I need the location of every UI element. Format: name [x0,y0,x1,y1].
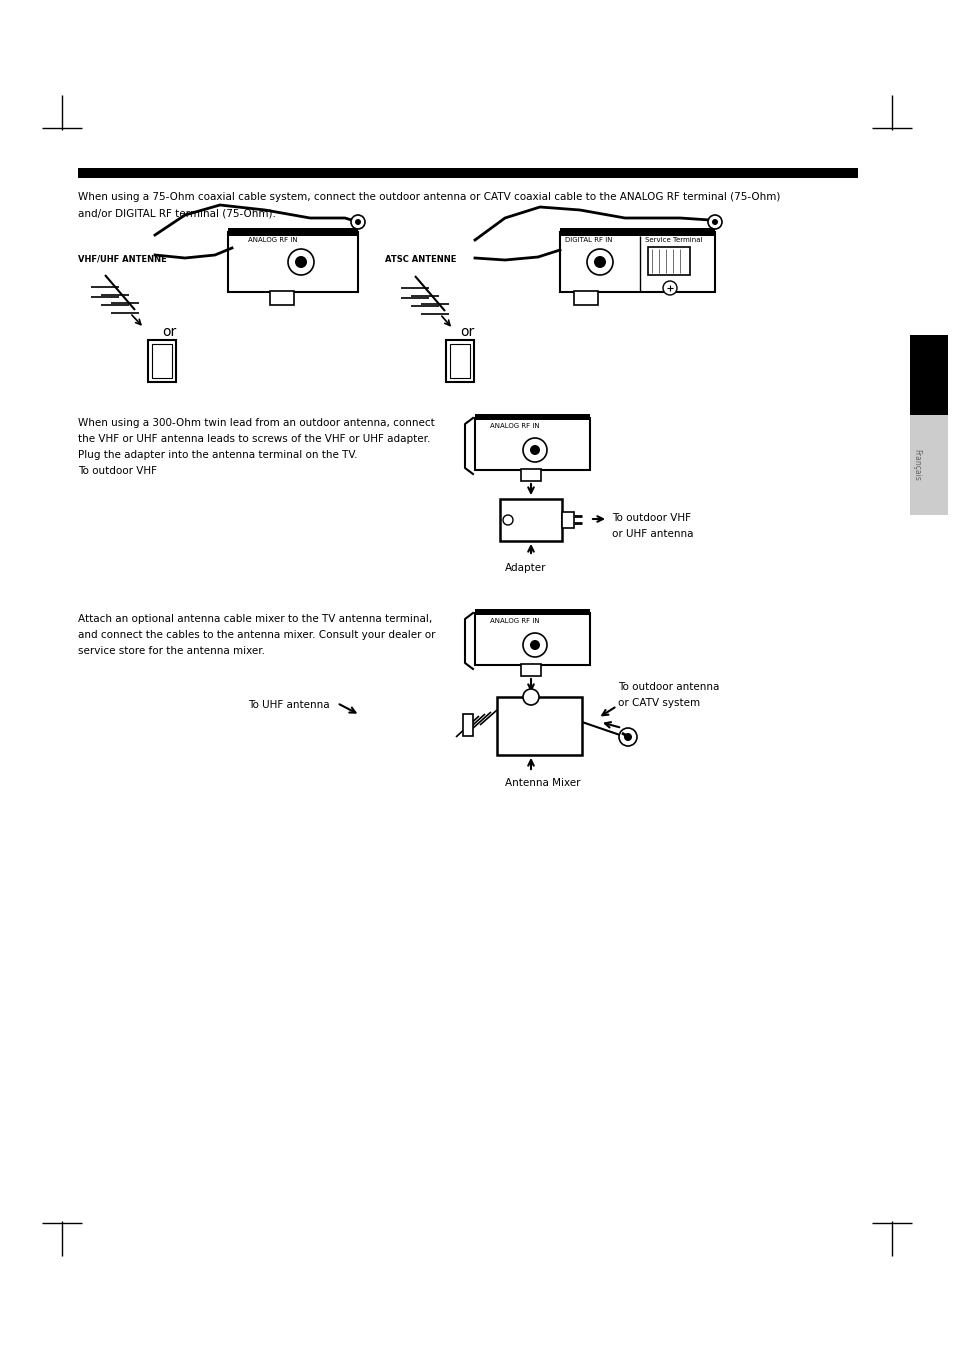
Circle shape [594,255,605,267]
Text: or: or [459,326,474,339]
Circle shape [294,255,307,267]
Bar [647,247,689,276]
Circle shape [522,634,546,657]
Bar [561,512,574,528]
Bar [520,469,540,481]
Bar [475,413,589,420]
Circle shape [502,515,513,526]
Circle shape [623,734,631,740]
Circle shape [288,249,314,276]
Circle shape [351,215,365,230]
Circle shape [530,640,539,650]
Text: or UHF antenna: or UHF antenna [612,530,693,539]
Text: ANALOG RF IN: ANALOG RF IN [248,236,297,243]
Text: To UHF antenna: To UHF antenna [248,700,330,711]
Text: When using a 300-Ohm twin lead from an outdoor antenna, connect: When using a 300-Ohm twin lead from an o… [78,417,435,428]
Bar [497,697,581,755]
Bar [270,290,294,305]
Text: or: or [162,326,176,339]
Bar [462,713,473,736]
Bar [559,232,714,292]
Bar [475,613,589,665]
Text: When using a 75-Ohm coaxial cable system, connect the outdoor antenna or CATV co: When using a 75-Ohm coaxial cable system… [78,192,780,203]
Bar [909,335,947,415]
Text: or CATV system: or CATV system [618,698,700,708]
Circle shape [586,249,613,276]
Text: To outdoor antenna: To outdoor antenna [618,682,719,692]
Bar [520,663,540,676]
Circle shape [530,444,539,455]
Circle shape [522,689,538,705]
Bar [475,609,589,615]
Text: To outdoor VHF: To outdoor VHF [78,466,157,476]
Bar [228,232,357,292]
Circle shape [618,728,637,746]
Circle shape [522,438,546,462]
Text: VHF/UHF ANTENNE: VHF/UHF ANTENNE [78,255,167,263]
Bar [446,340,474,382]
Bar [499,499,561,540]
Bar [148,340,175,382]
Bar [450,345,470,378]
Bar [475,417,589,470]
Text: and connect the cables to the antenna mixer. Consult your dealer or: and connect the cables to the antenna mi… [78,630,435,640]
Text: the VHF or UHF antenna leads to screws of the VHF or UHF adapter.: the VHF or UHF antenna leads to screws o… [78,434,430,444]
Text: Plug the adapter into the antenna terminal on the TV.: Plug the adapter into the antenna termin… [78,450,357,459]
Text: ANALOG RF IN: ANALOG RF IN [490,617,539,624]
Text: Attach an optional antenna cable mixer to the TV antenna terminal,: Attach an optional antenna cable mixer t… [78,613,432,624]
Circle shape [355,219,360,226]
Text: ANALOG RF IN: ANALOG RF IN [490,423,539,430]
Circle shape [707,215,721,230]
Text: DIGITAL RF IN: DIGITAL RF IN [564,236,612,243]
Circle shape [662,281,677,295]
Text: Français: Français [911,449,920,481]
Bar [228,228,357,236]
Bar [909,415,947,515]
Bar [559,228,714,236]
Bar [78,168,857,178]
Bar [574,290,598,305]
Text: To outdoor VHF: To outdoor VHF [612,513,690,523]
Text: service store for the antenna mixer.: service store for the antenna mixer. [78,646,265,657]
Bar [152,345,172,378]
Text: Adapter: Adapter [504,563,546,573]
Circle shape [711,219,718,226]
Text: and/or DIGITAL RF terminal (75-Ohm).: and/or DIGITAL RF terminal (75-Ohm). [78,208,275,218]
Text: Antenna Mixer: Antenna Mixer [504,778,579,788]
Text: ATSC ANTENNE: ATSC ANTENNE [385,255,456,263]
Text: Service Terminal: Service Terminal [644,236,701,243]
